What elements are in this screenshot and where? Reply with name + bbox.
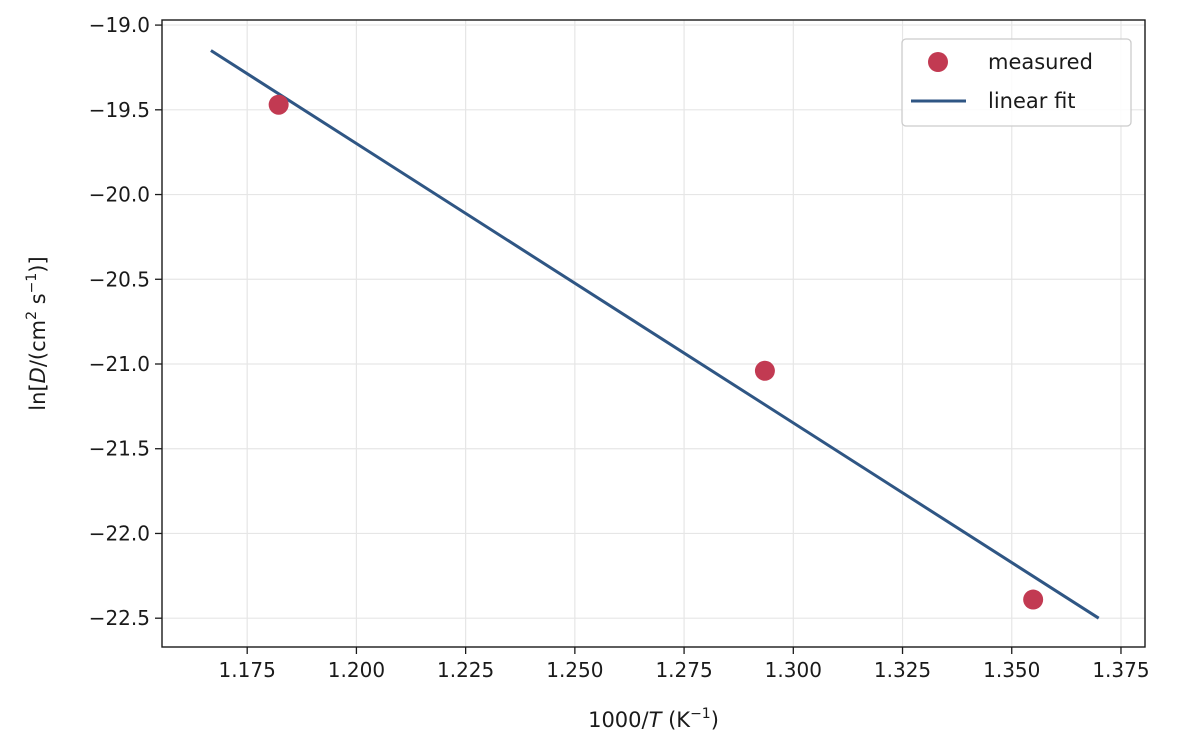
y-axis-label-mid2: s xyxy=(26,293,50,311)
x-tick-label: 1.275 xyxy=(655,658,712,682)
x-axis-label-pre: 1000/ xyxy=(588,708,649,732)
legend-box xyxy=(901,38,1132,127)
x-tick-label: 1.350 xyxy=(983,658,1040,682)
y-axis-label-pre: ln[ xyxy=(26,383,50,410)
plot-frame xyxy=(161,19,1146,648)
y-axis-label-sup1: 2 xyxy=(24,311,40,320)
x-tick-label: 1.175 xyxy=(219,658,276,682)
y-tick-label: −19.0 xyxy=(89,13,150,37)
legend: measured linear fit xyxy=(901,38,1132,127)
x-axis-label-unit-open: (K xyxy=(661,708,691,732)
x-tick-label: 1.375 xyxy=(1092,658,1149,682)
x-axis-label-unit-sup: −1 xyxy=(690,706,711,722)
x-tick-label: 1.200 xyxy=(328,658,385,682)
x-tick-label: 1.225 xyxy=(437,658,494,682)
y-axis-label-sup2: −1 xyxy=(24,273,40,294)
measured-point xyxy=(754,360,775,381)
x-tick-label: 1.325 xyxy=(874,658,931,682)
x-axis-label-unit-close: ) xyxy=(711,708,719,732)
y-tick-label: −20.0 xyxy=(89,183,150,207)
y-axis-label-close: )] xyxy=(26,256,50,272)
measured-point xyxy=(268,94,289,115)
y-tick-label: −22.0 xyxy=(89,521,150,545)
y-tick-label: −20.5 xyxy=(89,267,150,291)
legend-marker-measured xyxy=(928,52,948,72)
measured-point xyxy=(1023,589,1044,610)
y-tick-label: −21.0 xyxy=(89,352,150,376)
legend-label-measured: measured xyxy=(988,50,1093,74)
legend-label-linear-fit: linear fit xyxy=(988,89,1076,113)
y-axis-label-var: D xyxy=(26,367,50,383)
y-tick-label: −21.5 xyxy=(89,437,150,461)
x-tick-label: 1.250 xyxy=(546,658,603,682)
grid xyxy=(162,20,1145,647)
y-axis: −19.0 −19.5 −20.0 −20.5 −21.0 −21.5 −22.0 −22.5 xyxy=(89,13,162,630)
fit-line-layer xyxy=(210,49,1100,620)
y-tick-label: −22.5 xyxy=(89,606,150,630)
x-axis: 1.175 1.200 1.225 1.250 1.275 1.300 1.325 1.350… xyxy=(219,647,1150,682)
x-axis-label-var: T xyxy=(649,708,664,732)
y-tick-label: −19.5 xyxy=(89,98,150,122)
points-layer xyxy=(268,94,1044,610)
y-axis-label: ln[D/(cm2 s−1)] xyxy=(24,256,50,410)
x-tick-label: 1.300 xyxy=(765,658,822,682)
y-axis-label-mid: /(cm xyxy=(26,320,50,367)
linear-fit-line xyxy=(210,49,1100,620)
x-axis-label: 1000/T (K−1) xyxy=(588,706,719,732)
